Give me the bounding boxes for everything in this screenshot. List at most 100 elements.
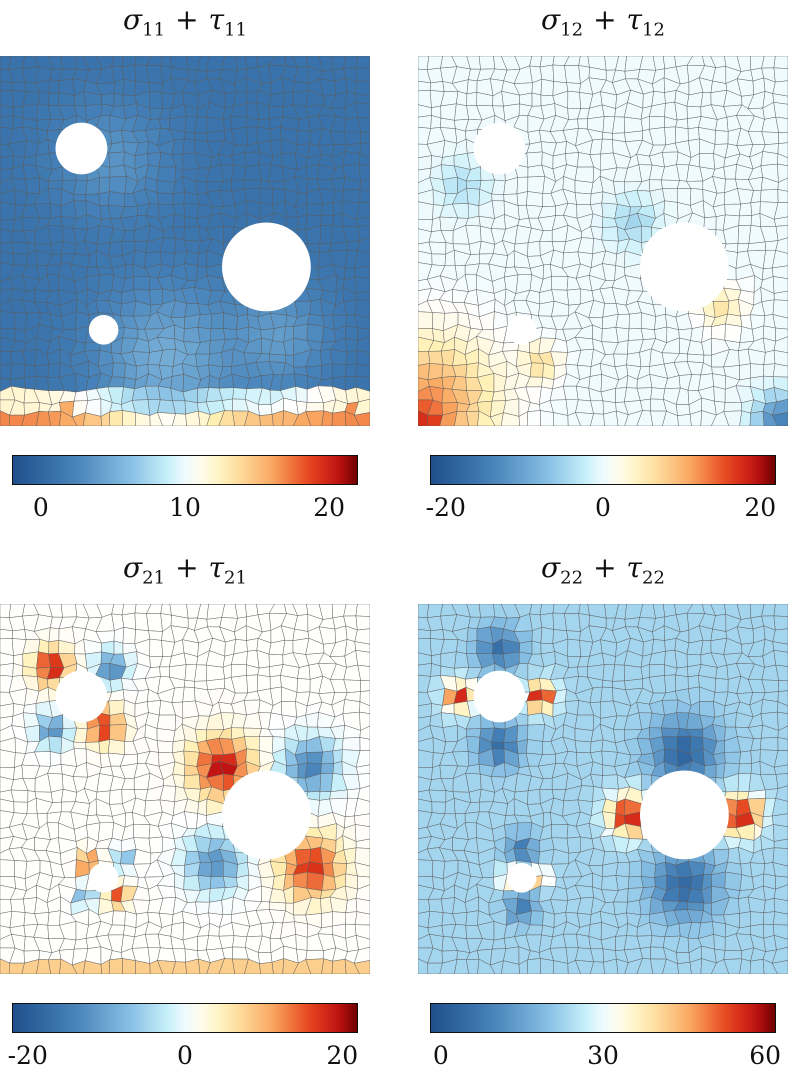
mesh-element <box>576 385 591 402</box>
panel-title: σ11 + τ11 <box>0 0 370 41</box>
mesh-element <box>739 202 753 217</box>
mesh-element <box>772 798 788 817</box>
mesh-element <box>540 410 554 426</box>
mesh-element <box>210 312 224 330</box>
mesh-element <box>763 898 776 913</box>
mesh-element <box>714 678 729 693</box>
mesh-element <box>687 127 700 141</box>
mesh-element <box>478 604 496 618</box>
mesh-element <box>38 639 50 655</box>
mesh-element <box>197 327 212 343</box>
mesh-element <box>108 958 123 974</box>
mesh-element <box>418 628 432 640</box>
mesh-element <box>432 312 446 331</box>
mesh-element <box>331 410 347 426</box>
mesh-element <box>418 410 429 426</box>
mesh-element <box>354 276 370 294</box>
mesh-element <box>353 398 370 416</box>
mesh-element <box>739 750 753 765</box>
mesh-element <box>198 410 211 426</box>
title-sigma: σ <box>123 551 143 584</box>
mesh-element <box>355 898 370 915</box>
mesh-element <box>246 90 259 104</box>
colorbar-tick-label: 10 <box>169 493 201 522</box>
mesh-element <box>418 899 431 914</box>
colorbar-gradient <box>430 455 776 485</box>
mesh-element <box>540 327 557 339</box>
mesh-element <box>456 639 468 655</box>
mesh-element <box>122 626 136 645</box>
mesh-element <box>0 311 15 329</box>
mesh-element <box>723 958 743 974</box>
mesh-element <box>773 935 788 951</box>
mesh-element <box>623 116 644 134</box>
mesh-element <box>772 641 788 653</box>
mesh-element <box>739 874 755 891</box>
hole-3 <box>88 315 119 345</box>
mesh-element <box>772 265 788 279</box>
mesh-element <box>244 736 260 751</box>
mesh-element <box>355 336 370 354</box>
mesh-element <box>650 410 667 426</box>
mesh-element <box>354 265 370 279</box>
mesh-element <box>0 201 16 220</box>
mesh-element <box>246 126 258 146</box>
mesh-element <box>576 933 591 950</box>
mesh-element <box>773 898 788 915</box>
mesh-element <box>259 414 274 426</box>
mesh-element <box>687 353 705 364</box>
mesh-element <box>293 411 312 426</box>
mesh-element <box>500 960 520 974</box>
mesh-element <box>183 875 201 891</box>
mesh-element <box>677 414 692 426</box>
mesh-element <box>648 664 665 678</box>
mesh-element <box>590 739 604 754</box>
mesh-element <box>49 203 62 219</box>
mesh-element <box>243 179 262 189</box>
mesh-element <box>10 789 29 803</box>
mesh-element <box>354 376 370 392</box>
mesh-element <box>567 638 581 657</box>
mesh-element <box>465 362 479 378</box>
mesh-element <box>21 411 40 426</box>
mesh-element <box>427 962 443 974</box>
mesh-element <box>355 102 370 119</box>
mesh-element <box>773 615 788 631</box>
hole-2 <box>222 770 311 860</box>
hole-2 <box>222 222 311 312</box>
mesh-element <box>172 191 186 206</box>
mesh-element <box>354 93 370 105</box>
mesh-element <box>100 411 111 426</box>
mesh-element <box>467 203 480 219</box>
mesh-element <box>73 193 87 202</box>
mesh-element <box>108 699 125 716</box>
mesh-element <box>0 703 14 719</box>
mesh-element <box>516 739 528 754</box>
mesh-element <box>739 958 751 974</box>
title-sigma-sub: 22 <box>560 567 584 589</box>
mesh-element <box>440 103 457 121</box>
title-tau: τ <box>626 551 643 584</box>
mesh-element <box>47 728 64 738</box>
mesh-element <box>775 327 788 342</box>
mesh-element <box>772 93 788 105</box>
mesh-element <box>674 674 689 692</box>
mesh-element <box>156 166 176 183</box>
mesh-element <box>218 410 236 426</box>
mesh-element <box>777 163 788 183</box>
mesh-element <box>107 739 126 755</box>
mesh-element <box>771 412 788 426</box>
mesh-element <box>431 216 442 233</box>
mesh-element <box>427 363 444 381</box>
mesh-element <box>359 711 370 731</box>
mesh-element <box>723 410 743 426</box>
mesh-element <box>359 690 370 707</box>
mesh-element <box>551 275 569 291</box>
mesh-element <box>13 253 29 267</box>
mesh-element <box>332 201 343 216</box>
mesh-element <box>281 153 297 170</box>
mesh-element <box>354 80 370 97</box>
mesh-element <box>750 201 761 216</box>
mesh-element <box>567 960 581 974</box>
panel-title: σ12 + τ12 <box>418 0 788 41</box>
